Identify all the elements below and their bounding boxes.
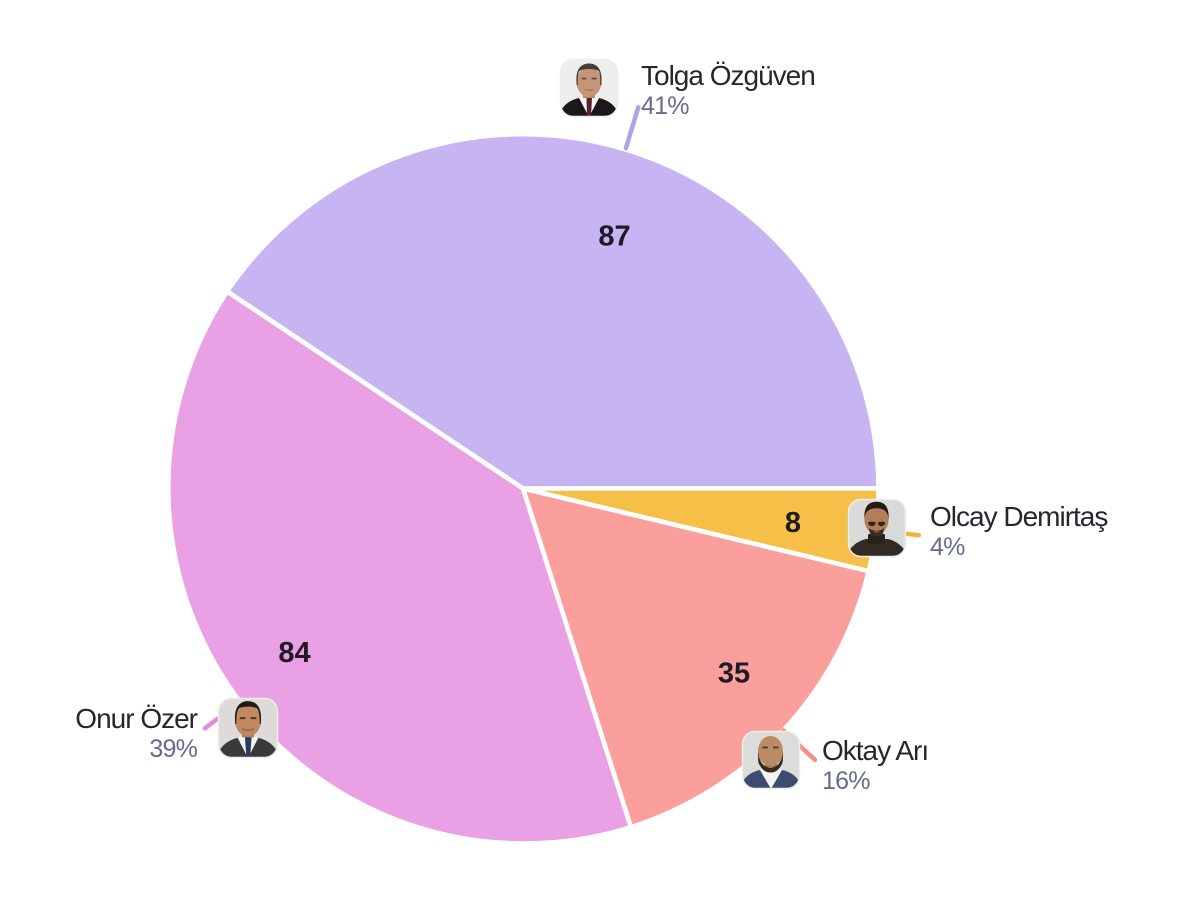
svg-text:87: 87 [598,221,630,253]
svg-text:35: 35 [718,658,750,690]
svg-text:8: 8 [785,507,801,539]
svg-text:84: 84 [278,637,310,669]
